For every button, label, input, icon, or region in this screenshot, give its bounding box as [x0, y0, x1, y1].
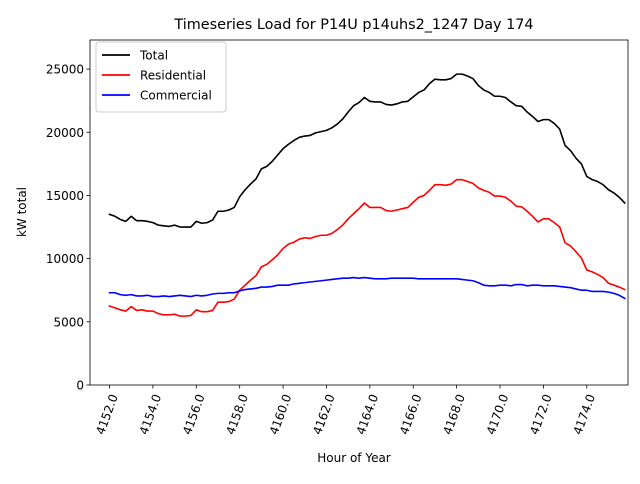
- legend-label-residential: Residential: [140, 69, 206, 83]
- series-line-residential: [108, 178, 626, 317]
- y-tick-label: 15000: [46, 189, 84, 203]
- series-line-total: [108, 73, 626, 228]
- legend: Total Residential Commercial: [95, 41, 227, 113]
- series-line-commercial: [108, 276, 626, 300]
- x-axis-label: Hour of Year: [317, 451, 391, 465]
- y-tick-label: 0: [76, 379, 84, 393]
- plot-area-frame: [89, 39, 629, 386]
- y-tick-label: 10000: [46, 252, 84, 266]
- legend-label-total: Total: [139, 49, 168, 63]
- series-layer: [108, 73, 626, 317]
- legend-label-commercial: Commercial: [140, 89, 212, 103]
- y-tick-label: 20000: [46, 126, 84, 140]
- y-tick-label: 5000: [53, 315, 84, 329]
- chart-title: Timeseries Load for P14U p14uhs2_1247 Da…: [173, 17, 533, 33]
- y-axis-label: kW total: [15, 187, 29, 237]
- y-tick-label: 25000: [46, 63, 84, 77]
